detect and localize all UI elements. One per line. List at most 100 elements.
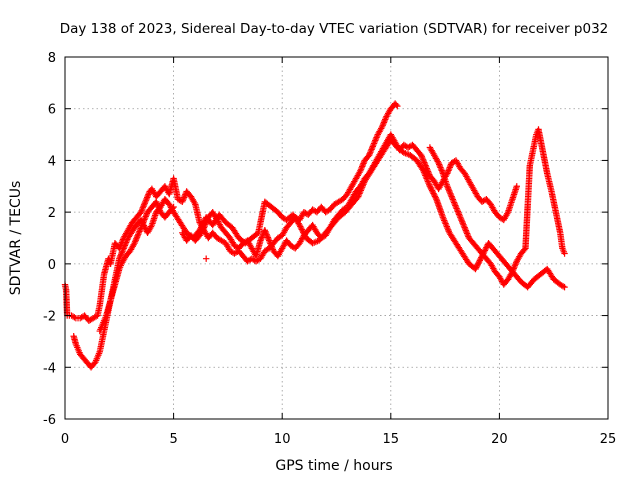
y-tick-label: 4 xyxy=(48,154,56,169)
data-point xyxy=(120,245,127,252)
data-point xyxy=(457,215,465,222)
data-point xyxy=(463,230,471,237)
data-point xyxy=(122,239,130,246)
data-point xyxy=(420,157,427,165)
data-point xyxy=(439,168,446,176)
data-point xyxy=(421,159,428,166)
data-point xyxy=(382,114,390,122)
data-point xyxy=(449,194,456,202)
data-point xyxy=(180,195,187,203)
data-point xyxy=(365,152,373,159)
data-point xyxy=(455,211,463,218)
data-point xyxy=(297,224,305,232)
data-point xyxy=(463,228,470,236)
data-point xyxy=(264,234,272,241)
data-point xyxy=(422,163,430,171)
y-tick-label: 2 xyxy=(48,206,56,221)
data-point xyxy=(426,183,434,190)
data-point xyxy=(428,187,436,194)
data-point xyxy=(367,149,374,156)
data-point xyxy=(142,198,149,205)
data-point xyxy=(444,184,452,191)
data-point xyxy=(371,138,378,146)
data-point xyxy=(179,198,186,205)
data-point xyxy=(140,201,148,208)
data-point xyxy=(180,194,188,201)
data-point xyxy=(357,167,364,174)
data-point xyxy=(202,220,210,227)
data-point xyxy=(422,162,429,169)
data-point xyxy=(368,146,375,153)
data-point xyxy=(460,222,468,230)
data-point xyxy=(154,203,162,210)
data-point xyxy=(450,197,457,205)
data-point xyxy=(372,135,380,143)
data-point xyxy=(452,203,460,211)
data-point xyxy=(138,223,145,231)
data-point xyxy=(509,266,517,274)
data-point xyxy=(449,196,457,203)
data-point xyxy=(142,213,149,220)
data-point xyxy=(133,235,140,242)
data-point xyxy=(455,209,462,217)
data-point xyxy=(461,224,468,231)
data-point xyxy=(456,212,463,220)
data-point xyxy=(454,206,461,214)
data-point xyxy=(458,217,465,224)
x-tick-label: 0 xyxy=(61,432,69,447)
data-point xyxy=(141,216,148,223)
data-point xyxy=(297,223,304,230)
data-point xyxy=(135,229,143,237)
data-point xyxy=(445,186,452,193)
data-point xyxy=(418,152,425,159)
data-point xyxy=(142,197,150,204)
data-point xyxy=(269,244,276,252)
data-point xyxy=(296,221,303,229)
data-point xyxy=(153,200,161,207)
data-point xyxy=(460,221,467,228)
data-point xyxy=(419,156,427,163)
grid xyxy=(65,57,608,419)
data-point xyxy=(379,122,386,129)
series-p032-track-e xyxy=(96,198,210,335)
data-point xyxy=(452,202,459,209)
data-point xyxy=(421,160,429,168)
data-point xyxy=(169,205,176,212)
data-point xyxy=(447,191,455,199)
data-point xyxy=(358,164,365,172)
y-tick-label: -2 xyxy=(43,310,56,325)
data-point xyxy=(446,188,453,196)
data-point xyxy=(131,238,139,245)
y-tick-label: 6 xyxy=(48,103,56,118)
series-p032-track-b xyxy=(70,136,568,371)
data-point xyxy=(265,235,272,243)
data-point xyxy=(453,205,460,212)
data-point xyxy=(447,190,454,197)
data-point xyxy=(119,248,126,255)
series-p032-track-c xyxy=(179,131,520,260)
data-point xyxy=(121,242,129,249)
data-point xyxy=(370,140,378,147)
data-point xyxy=(140,217,148,225)
data-point xyxy=(445,165,453,173)
y-axis-label: SDTVAR / TECUs xyxy=(8,181,24,296)
data-point xyxy=(381,117,388,125)
data-point xyxy=(513,183,520,190)
data-point xyxy=(262,228,269,235)
y-tick-label: 0 xyxy=(48,258,56,273)
series-p032-track-d xyxy=(426,126,568,288)
data-point xyxy=(203,217,211,224)
data-point xyxy=(448,193,455,200)
data-point xyxy=(438,167,445,174)
data-point xyxy=(382,116,389,123)
data-point xyxy=(258,234,265,241)
data-point xyxy=(419,155,426,162)
data-point xyxy=(431,193,439,200)
y-tick-label: -4 xyxy=(43,361,56,376)
data-point xyxy=(446,164,453,171)
data-point xyxy=(472,265,479,273)
data-point xyxy=(135,231,142,238)
data-point xyxy=(133,234,141,241)
data-point xyxy=(155,204,162,211)
data-point xyxy=(261,227,269,234)
